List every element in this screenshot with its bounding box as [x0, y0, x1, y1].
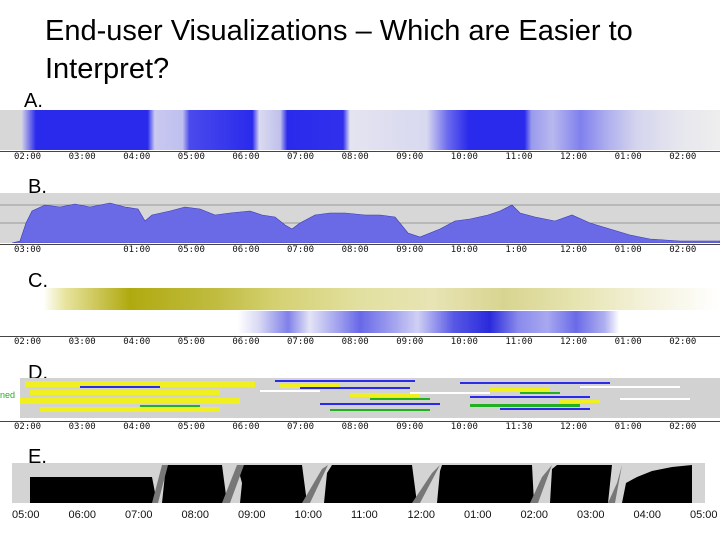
- step-e-svg: [30, 465, 692, 503]
- axis-a-tick: 10:00: [450, 152, 478, 162]
- axis-b-tick: 1:00: [505, 245, 528, 255]
- axis-b: 03:00 01:00 05:00 06:00 07:00 08:00 09:00 10:00…: [0, 244, 720, 257]
- axis-c-tick: 02:00: [669, 337, 697, 347]
- axis-e-tick: 04:00: [633, 509, 662, 521]
- axis-b-tick: 08:00: [341, 245, 369, 255]
- axis-c-tick: 01:00: [614, 337, 642, 347]
- axis-b-tick: 07:00: [287, 245, 315, 255]
- axis-d-tick: 04:00: [123, 422, 151, 432]
- axis-d-tick: 03:00: [68, 422, 96, 432]
- axis-a-tick: 01:00: [614, 152, 642, 162]
- axis-c-tick: 05:00: [177, 337, 205, 347]
- axis-e-tick: 02:00: [520, 509, 549, 521]
- axis-d-tick: 08:00: [341, 422, 369, 432]
- d-white-marks: [260, 386, 690, 400]
- slide-title: End-user Visualizations – Which are Easi…: [45, 15, 633, 85]
- axis-e-tick: 08:00: [181, 509, 210, 521]
- axis-c-tick: 12:00: [560, 337, 588, 347]
- axis-c-tick: 07:00: [287, 337, 315, 347]
- axis-a-tick: 05:00: [177, 152, 205, 162]
- axis-e-tick: 05:00: [690, 509, 718, 521]
- axis-d-tick: 05:00: [177, 422, 205, 432]
- axis-e-tick: 10:00: [294, 509, 323, 521]
- axis-e: 05:00 06:00 07:00 08:00 09:00 10:00 11:00 12:00…: [0, 509, 720, 521]
- scatter-strip-d: [20, 378, 720, 418]
- panel-label-a: A.: [24, 90, 43, 112]
- axis-e-tick: 01:00: [464, 509, 492, 521]
- axis-e-tick: 09:00: [238, 509, 266, 521]
- axis-e-tick: 12:00: [407, 509, 436, 521]
- axis-a-tick: 12:00: [560, 152, 588, 162]
- panel-label-b: B.: [28, 176, 47, 198]
- axis-d-tick: 02:00: [14, 422, 42, 432]
- axis-d-tick: 06:00: [232, 422, 260, 432]
- axis-d-tick: 12:00: [560, 422, 588, 432]
- axis-d-tick: 07:00: [287, 422, 315, 432]
- heatstrip-a: [0, 110, 720, 150]
- axis-e-tick: 11:00: [351, 509, 378, 521]
- d-blue-marks: [80, 380, 610, 410]
- olive-strip-c: [0, 288, 720, 310]
- axis-e-tick: 03:00: [577, 509, 605, 521]
- axis-a-tick: 07:00: [287, 152, 315, 162]
- heatstrip-a-fill: [22, 110, 720, 150]
- axis-b-tick: 09:00: [396, 245, 424, 255]
- e-black-fill: [30, 465, 692, 503]
- d-green-marks: [140, 392, 580, 411]
- axis-a: 02:00 03:00 04:00 05:00 06:00 07:00 08:00 09:00…: [0, 151, 720, 164]
- axis-b-tick: 12:00: [560, 245, 588, 255]
- axis-e-tick: 05:00: [12, 509, 40, 521]
- axis-a-tick: 11:00: [505, 152, 533, 162]
- axis-b-tick: 02:00: [669, 245, 697, 255]
- d-yellow-marks: [20, 381, 600, 412]
- axis-b-tick: 01:00: [614, 245, 642, 255]
- axis-c-tick: 03:00: [68, 337, 96, 347]
- axis-a-tick: 08:00: [341, 152, 369, 162]
- d-side-label: ned: [0, 390, 16, 400]
- axis-d-tick: 11:30: [505, 422, 533, 432]
- axis-a-tick: 06:00: [232, 152, 260, 162]
- area-chart-b: [0, 193, 720, 243]
- axis-c-tick: 02:00: [14, 337, 42, 347]
- axis-c-tick: 09:00: [396, 337, 424, 347]
- axis-c: 02:00 03:00 04:00 05:00 06:00 07:00 08:00 09:00…: [0, 336, 720, 349]
- axis-d-tick: 10:00: [450, 422, 478, 432]
- axis-d: 02:00 03:00 04:00 05:00 06:00 07:00 08:00 09:00…: [0, 421, 720, 434]
- area-b-series: [11, 202, 720, 243]
- axis-b-tick: 10:00: [450, 245, 478, 255]
- step-chart-e: [12, 463, 705, 503]
- panel-label-e: E.: [28, 446, 47, 468]
- axis-a-tick: 09:00: [396, 152, 424, 162]
- scatter-d-svg: [20, 380, 690, 412]
- axis-b-tick: 06:00: [232, 245, 260, 255]
- axis-a-tick: 04:00: [123, 152, 151, 162]
- axis-a-tick: 02:00: [669, 152, 697, 162]
- panel-label-c: C.: [28, 270, 48, 292]
- axis-b-tick: 05:00: [177, 245, 205, 255]
- blue-strip-c: [0, 311, 720, 333]
- axis-e-tick: 06:00: [68, 509, 97, 521]
- axis-d-tick: 09:00: [396, 422, 424, 432]
- axis-c-tick: 08:00: [341, 337, 369, 347]
- axis-c-tick: 06:00: [232, 337, 260, 347]
- axis-c-tick: 11:00: [505, 337, 533, 347]
- axis-a-tick: 03:00: [68, 152, 96, 162]
- axis-b-tick: 03:00: [14, 245, 42, 255]
- axis-b-tick: 01:00: [123, 245, 151, 255]
- axis-d-tick: 01:00: [614, 422, 642, 432]
- axis-a-tick: 02:00: [14, 152, 42, 162]
- axis-c-tick: 04:00: [123, 337, 151, 347]
- axis-d-tick: 02:00: [669, 422, 697, 432]
- axis-e-tick: 07:00: [125, 509, 153, 521]
- area-chart-b-svg: [0, 202, 720, 243]
- axis-c-tick: 10:00: [450, 337, 478, 347]
